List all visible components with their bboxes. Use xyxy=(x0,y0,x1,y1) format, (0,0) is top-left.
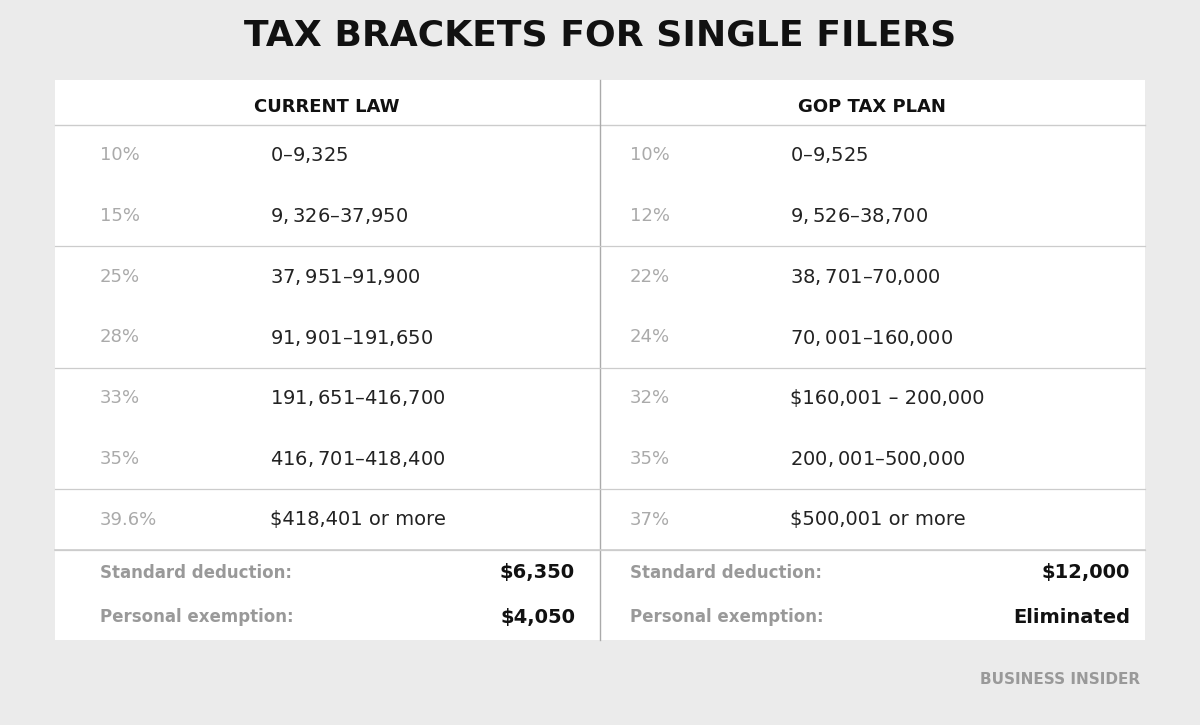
Text: $38,701 – $70,000: $38,701 – $70,000 xyxy=(790,267,941,287)
Text: $500,001 or more: $500,001 or more xyxy=(790,510,966,529)
Text: $9,526 – $38,700: $9,526 – $38,700 xyxy=(790,206,928,226)
Text: $200,001 – $500,000: $200,001 – $500,000 xyxy=(790,449,965,469)
Text: $160,001 – 200,000: $160,001 – 200,000 xyxy=(790,389,984,407)
Text: 35%: 35% xyxy=(630,450,670,468)
Text: $4,050: $4,050 xyxy=(500,608,575,627)
Text: 28%: 28% xyxy=(100,328,140,347)
Text: 39.6%: 39.6% xyxy=(100,510,157,529)
Text: $37,951 – $91,900: $37,951 – $91,900 xyxy=(270,267,420,287)
Text: $70,001 – $160,000: $70,001 – $160,000 xyxy=(790,328,953,347)
Text: 35%: 35% xyxy=(100,450,140,468)
Text: BUSINESS INSIDER: BUSINESS INSIDER xyxy=(980,673,1140,687)
Text: $418,401 or more: $418,401 or more xyxy=(270,510,446,529)
Text: $0 – $9,525: $0 – $9,525 xyxy=(790,145,869,165)
Text: $91,901 – $191,650: $91,901 – $191,650 xyxy=(270,328,433,347)
Text: Standard deduction:: Standard deduction: xyxy=(100,563,292,581)
Text: Standard deduction:: Standard deduction: xyxy=(630,563,822,581)
Text: 12%: 12% xyxy=(630,207,670,225)
Text: Personal exemption:: Personal exemption: xyxy=(630,608,823,626)
Text: 24%: 24% xyxy=(630,328,670,347)
Text: TAX BRACKETS FOR SINGLE FILERS: TAX BRACKETS FOR SINGLE FILERS xyxy=(244,18,956,52)
Text: $191,651 – $416,700: $191,651 – $416,700 xyxy=(270,388,445,408)
Text: $416,701 – $418,400: $416,701 – $418,400 xyxy=(270,449,445,469)
Text: Personal exemption:: Personal exemption: xyxy=(100,608,294,626)
Text: $12,000: $12,000 xyxy=(1042,563,1130,582)
Text: $0 – $9,325: $0 – $9,325 xyxy=(270,145,348,165)
Text: 37%: 37% xyxy=(630,510,670,529)
Text: $9,326 – $37,950: $9,326 – $37,950 xyxy=(270,206,408,226)
Text: 33%: 33% xyxy=(100,389,140,407)
Text: $6,350: $6,350 xyxy=(500,563,575,582)
Text: 25%: 25% xyxy=(100,268,140,286)
Text: 32%: 32% xyxy=(630,389,670,407)
Bar xyxy=(55,80,1145,640)
Text: 10%: 10% xyxy=(630,146,670,165)
Text: CURRENT LAW: CURRENT LAW xyxy=(254,98,400,116)
Text: Eliminated: Eliminated xyxy=(1013,608,1130,627)
Text: 22%: 22% xyxy=(630,268,670,286)
Text: 15%: 15% xyxy=(100,207,140,225)
Text: GOP TAX PLAN: GOP TAX PLAN xyxy=(798,98,946,116)
Text: 10%: 10% xyxy=(100,146,139,165)
